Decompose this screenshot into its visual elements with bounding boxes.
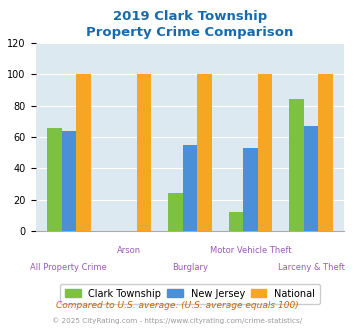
Text: Arson: Arson	[117, 246, 141, 255]
Bar	[258, 74, 272, 231]
Text: Motor Vehicle Theft: Motor Vehicle Theft	[210, 246, 291, 255]
Text: © 2025 CityRating.com - https://www.cityrating.com/crime-statistics/: © 2025 CityRating.com - https://www.city…	[53, 317, 302, 324]
Text: Compared to U.S. average. (U.S. average equals 100): Compared to U.S. average. (U.S. average …	[56, 301, 299, 310]
Bar	[183, 145, 197, 231]
Bar	[243, 148, 258, 231]
Bar	[197, 74, 212, 231]
Text: All Property Crime: All Property Crime	[31, 263, 107, 272]
Bar	[76, 74, 91, 231]
Text: Burglary: Burglary	[172, 263, 208, 272]
Bar	[289, 99, 304, 231]
Bar	[47, 128, 61, 231]
Bar	[168, 193, 183, 231]
Bar	[137, 74, 151, 231]
Bar	[61, 131, 76, 231]
Legend: Clark Township, New Jersey, National: Clark Township, New Jersey, National	[60, 284, 320, 304]
Title: 2019 Clark Township
Property Crime Comparison: 2019 Clark Township Property Crime Compa…	[86, 10, 294, 39]
Bar	[304, 126, 318, 231]
Bar	[229, 212, 243, 231]
Bar	[318, 74, 333, 231]
Text: Larceny & Theft: Larceny & Theft	[278, 263, 344, 272]
